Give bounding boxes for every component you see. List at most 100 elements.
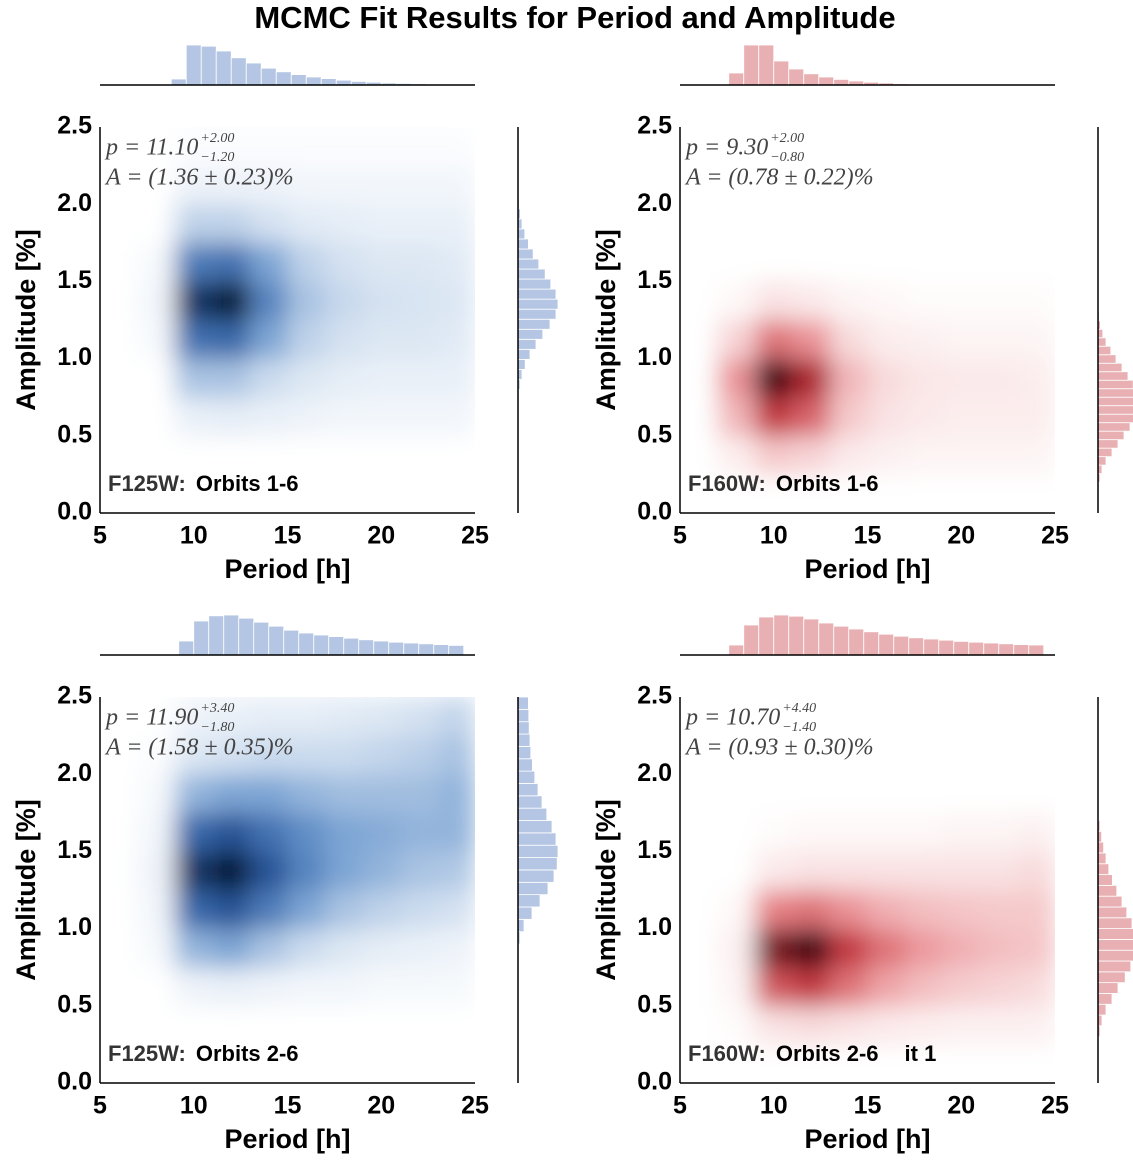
y-hist-bar	[517, 268, 546, 280]
density-cell	[830, 320, 868, 360]
x-hist-bar	[878, 633, 895, 656]
density-cell	[400, 928, 438, 968]
y-hist-bar	[1097, 456, 1107, 466]
density-cell	[250, 358, 288, 398]
x-hist-bar	[968, 641, 985, 656]
density-cell	[792, 242, 831, 282]
density-cell	[905, 435, 943, 475]
density-cell	[792, 474, 831, 513]
y-axis-label: Amplitude [%]	[11, 229, 41, 411]
density-cell	[287, 812, 326, 852]
density-cell	[137, 697, 176, 737]
density-cell	[400, 851, 438, 891]
density-cell	[325, 474, 363, 513]
x-hist-bar	[268, 625, 285, 656]
density-cell	[437, 697, 475, 737]
y-tick-label: 1.0	[57, 913, 92, 941]
density-cell	[867, 967, 906, 1007]
density-cell	[287, 774, 326, 814]
density-cell	[942, 320, 981, 360]
density-cell	[942, 435, 981, 475]
x-hist-bar	[908, 637, 925, 656]
density-cell	[717, 435, 756, 475]
x-hist-bar	[403, 642, 420, 656]
density-cell	[905, 812, 943, 852]
density-cell	[325, 967, 363, 1007]
density-cell	[905, 1044, 943, 1083]
density-cell	[100, 812, 138, 852]
density-cell	[437, 281, 475, 321]
density-cell	[437, 735, 475, 775]
density-cell	[212, 890, 251, 930]
y-tick-label: 2.0	[637, 759, 672, 787]
density-cell	[100, 320, 138, 360]
density-cell	[792, 165, 831, 205]
density-cell	[980, 320, 1018, 360]
density-cell	[400, 165, 438, 205]
y-hist-bar	[517, 288, 557, 300]
x-hist-bar	[238, 617, 255, 656]
density-cell	[680, 204, 718, 244]
density-cell	[100, 435, 138, 475]
density-cell	[137, 474, 176, 513]
y-hist-bar	[517, 881, 549, 896]
density-cell	[792, 928, 831, 968]
density-cell	[437, 435, 475, 475]
density-cell	[680, 435, 718, 475]
density-cell	[250, 851, 288, 891]
density-cell	[362, 127, 401, 167]
density-cell	[905, 967, 943, 1007]
density-cell	[792, 1044, 831, 1083]
density-cell	[830, 165, 868, 205]
density-cell	[362, 320, 401, 360]
density-cell	[942, 204, 981, 244]
density-cell	[437, 890, 475, 930]
density-cell	[1017, 967, 1055, 1007]
x-hist-bar	[953, 641, 970, 656]
density-cell	[867, 242, 906, 282]
y-tick-label: 0.5	[57, 420, 92, 448]
density-cell	[755, 204, 793, 244]
density-cell	[325, 397, 363, 437]
density-cell	[905, 358, 943, 398]
density-cell	[980, 358, 1018, 398]
density-cell	[680, 1044, 718, 1083]
density-cell	[175, 1005, 213, 1045]
amplitude-result: A = (0.93 ± 0.30)%	[684, 735, 874, 761]
density-cell	[100, 735, 138, 775]
density-cell	[792, 204, 831, 244]
y-hist-bar	[1097, 439, 1119, 449]
density-cell	[942, 1005, 981, 1045]
y-hist-bar	[517, 721, 530, 735]
density-cell	[905, 320, 943, 360]
y-hist-bar	[517, 318, 551, 330]
density-cell	[137, 967, 176, 1007]
y-tick-label: 0.0	[637, 1068, 672, 1096]
extra-label: it 1	[905, 1041, 937, 1066]
density-cell	[680, 890, 718, 930]
density-cell	[755, 697, 793, 737]
density-cell	[175, 928, 213, 968]
y-hist-bar	[1097, 895, 1123, 908]
y-hist-bar	[517, 308, 557, 320]
density-cell	[867, 928, 906, 968]
density-cell	[1017, 1005, 1055, 1045]
x-hist-bar	[245, 62, 262, 86]
density-cell	[1017, 735, 1055, 775]
density-cell	[400, 127, 438, 167]
density-cell	[212, 735, 251, 775]
y-hist-bar	[1097, 362, 1123, 373]
density-cell	[942, 127, 981, 167]
density-cell	[400, 204, 438, 244]
density-cell	[325, 1044, 363, 1083]
y-tick-label: 1.0	[637, 343, 672, 371]
density-cell	[905, 851, 943, 891]
density-cell	[1017, 127, 1055, 167]
y-hist-bar	[517, 869, 555, 883]
y-hist-bar	[1097, 422, 1131, 432]
density-cell	[400, 774, 438, 814]
density-cell	[830, 281, 868, 321]
density-cell	[325, 204, 363, 244]
y-tick-label: 1.0	[637, 913, 672, 941]
density-cell	[942, 774, 981, 814]
